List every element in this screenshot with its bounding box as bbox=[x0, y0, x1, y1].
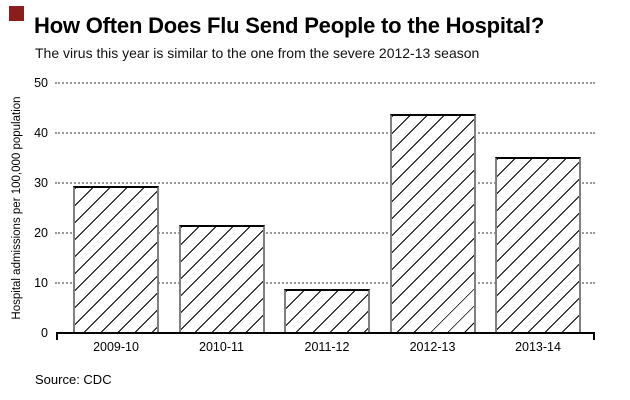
chart-title: How Often Does Flu Send People to the Ho… bbox=[34, 13, 545, 38]
bar-2012-13 bbox=[389, 114, 476, 333]
bar-2010-11 bbox=[178, 225, 265, 333]
x-tick-label-2009-10: 2009-10 bbox=[93, 340, 139, 354]
y-tick-label-50: 50 bbox=[34, 76, 48, 90]
x-axis-left-cap bbox=[56, 333, 58, 340]
bar-2009-10 bbox=[73, 186, 159, 333]
source-note: Source: CDC bbox=[35, 372, 112, 387]
gridline-20 bbox=[55, 232, 595, 234]
y-tick-label-10: 10 bbox=[34, 276, 48, 290]
y-tick-label-30: 30 bbox=[34, 176, 48, 190]
y-tick-label-0: 0 bbox=[41, 326, 48, 340]
gridline-30 bbox=[55, 182, 595, 184]
gridline-50 bbox=[55, 82, 595, 84]
bar-2013-14 bbox=[495, 157, 581, 333]
chart-subtitle: The virus this year is similar to the on… bbox=[35, 45, 480, 61]
x-tick-label-2011-12: 2011-12 bbox=[304, 340, 350, 354]
gridline-10 bbox=[55, 282, 595, 284]
x-axis-right-cap bbox=[593, 333, 595, 340]
red-marker-square bbox=[9, 6, 24, 21]
gridline-40 bbox=[55, 132, 595, 134]
x-tick-label-2013-14: 2013-14 bbox=[515, 340, 561, 354]
x-tick-label-2012-13: 2012-13 bbox=[409, 340, 456, 354]
y-tick-label-20: 20 bbox=[34, 226, 48, 240]
bar-2011-12 bbox=[284, 289, 370, 333]
x-axis-line bbox=[56, 332, 595, 334]
y-tick-label-40: 40 bbox=[34, 126, 48, 140]
x-tick-label-2010-11: 2010-11 bbox=[199, 340, 244, 354]
